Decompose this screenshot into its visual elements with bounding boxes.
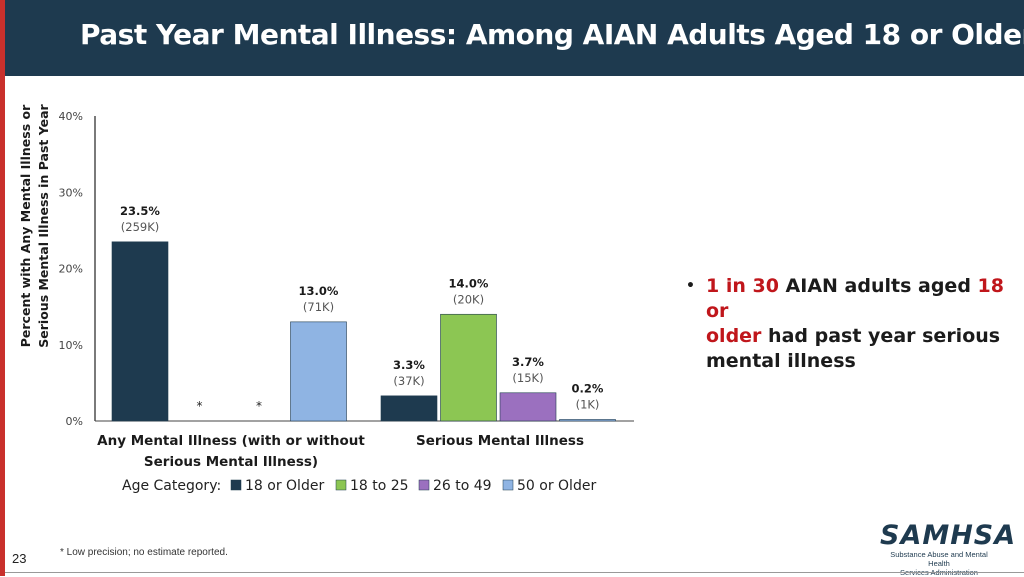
suppressed-estimate-marker: * bbox=[256, 399, 262, 413]
legend-swatch bbox=[335, 479, 347, 491]
y-tick-label: 10% bbox=[59, 339, 83, 352]
bar-value-label: 3.3% bbox=[393, 358, 425, 372]
category-label-line-2: Serious Mental Illness) bbox=[144, 454, 318, 470]
bar-value-label: 14.0% bbox=[449, 276, 489, 290]
category-label: Serious Mental Illness bbox=[416, 433, 584, 449]
y-tick-label: 40% bbox=[59, 110, 83, 123]
legend-label: 26 to 49 bbox=[433, 478, 492, 494]
bar-chart: 0% 10% 20% 30% 40% Percent with Any Mental Il… bbox=[18, 103, 634, 494]
y-tick-label: 0% bbox=[66, 415, 83, 428]
finding-text-2: had past year serious bbox=[761, 325, 1001, 347]
finding-text-1: AIAN adults aged bbox=[778, 275, 978, 297]
y-tick-label: 30% bbox=[59, 186, 83, 199]
bar bbox=[290, 321, 347, 422]
logo-subtitle-1: Substance Abuse and Mental Health bbox=[890, 550, 988, 568]
y-axis-label-line-2: Serious Mental Illness in Past Year bbox=[36, 103, 51, 347]
bar-value-label: 3.7% bbox=[512, 355, 544, 369]
key-finding: • 1 in 30 AIAN adults aged 18 or older h… bbox=[686, 274, 1006, 374]
bar-value-label: 23.5% bbox=[120, 204, 160, 218]
suppressed-estimate-marker: * bbox=[197, 399, 203, 413]
bar-count-label: (20K) bbox=[453, 292, 484, 306]
bar-count-label: (15K) bbox=[512, 371, 543, 385]
bar-count-label: (37K) bbox=[393, 374, 424, 388]
legend-swatch bbox=[418, 479, 430, 491]
finding-highlight-ratio: 1 in 30 bbox=[706, 275, 779, 297]
bar-count-label: (1K) bbox=[576, 397, 600, 411]
legend-label: 18 to 25 bbox=[350, 478, 409, 494]
logo-wordmark: SAMHSA bbox=[880, 520, 1017, 551]
bar bbox=[499, 392, 557, 422]
title-banner bbox=[5, 0, 1024, 76]
page-number: 23 bbox=[12, 551, 27, 566]
legend-label: 18 or Older bbox=[245, 478, 324, 494]
bar bbox=[111, 241, 169, 422]
finding-line-2: older had past year serious bbox=[706, 324, 1006, 349]
bar-value-label: 0.2% bbox=[572, 381, 604, 395]
finding-line-1: 1 in 30 AIAN adults aged 18 or bbox=[706, 274, 1006, 324]
bottom-rule bbox=[5, 572, 1024, 573]
bar-count-label: (259K) bbox=[121, 220, 159, 234]
left-accent-bar bbox=[0, 0, 5, 576]
category-label: Any Mental Illness (with or without bbox=[97, 433, 365, 449]
footnote: * Low precision; no estimate reported. bbox=[60, 547, 228, 558]
bar-count-label: (71K) bbox=[303, 300, 334, 314]
y-tick-label: 20% bbox=[59, 263, 83, 276]
legend-swatch bbox=[230, 479, 242, 491]
finding-highlight-age-2: older bbox=[706, 325, 762, 347]
legend-label: 50 or Older bbox=[517, 478, 596, 494]
bar-value-label: 13.0% bbox=[299, 284, 339, 298]
page-title: Past Year Mental Illness: Among AIAN Adu… bbox=[80, 18, 1024, 51]
bar bbox=[380, 395, 438, 422]
bar bbox=[559, 419, 616, 422]
bar bbox=[440, 313, 497, 422]
y-axis-label-line-1: Percent with Any Mental Illness or bbox=[18, 104, 33, 347]
samhsa-logo: SAMHSA Substance Abuse and Mental Health… bbox=[880, 520, 1017, 577]
bullet-icon: • bbox=[686, 278, 695, 294]
finding-highlight-age-1: 18 or bbox=[706, 275, 1004, 322]
legend-title: Age Category: bbox=[122, 478, 221, 494]
legend-swatch bbox=[502, 479, 514, 491]
finding-line-3: mental illness bbox=[706, 350, 856, 372]
